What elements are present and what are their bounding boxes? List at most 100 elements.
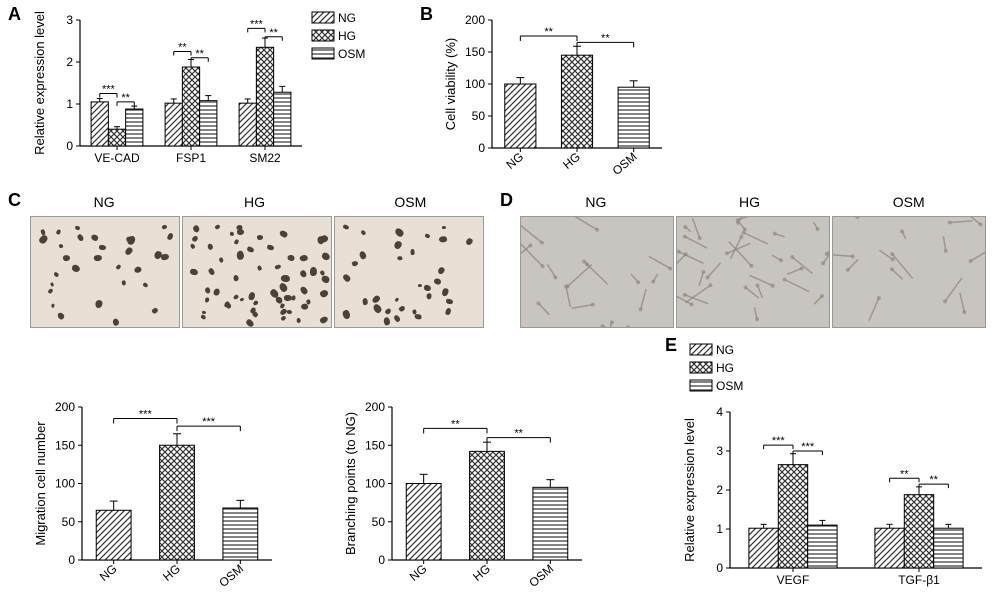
- panel-d-img-label: OSM: [893, 194, 925, 210]
- panel-c-img-label: OSM: [394, 194, 426, 210]
- bar: [165, 103, 182, 146]
- svg-text:Branching points (to NG): Branching points (to NG): [343, 412, 358, 555]
- microscopy-image: [30, 216, 180, 328]
- svg-text:3: 3: [66, 13, 73, 27]
- svg-text:3: 3: [716, 444, 723, 458]
- svg-text:**: **: [601, 32, 610, 44]
- svg-text:***: ***: [801, 441, 815, 453]
- svg-text:**: **: [451, 418, 460, 430]
- svg-text:FSP1: FSP1: [176, 151, 206, 165]
- panel-d-img-label: NG: [585, 194, 606, 210]
- bar: [108, 129, 125, 146]
- svg-text:0: 0: [68, 553, 75, 567]
- panel-c-chart: 050100150200Migration cell numberNGHGOSM…: [30, 395, 280, 600]
- microscopy-image: [676, 216, 830, 328]
- microscopy-image: [334, 216, 484, 328]
- legend-swatch: [690, 344, 712, 355]
- svg-text:OSM: OSM: [216, 562, 246, 590]
- svg-text:150: 150: [55, 438, 75, 452]
- svg-text:SM22: SM22: [249, 151, 281, 165]
- panel-c-images: NG HG OSM: [30, 194, 490, 328]
- panel-a-label: A: [8, 4, 21, 24]
- bar: [904, 495, 933, 568]
- svg-text:**: **: [178, 42, 187, 54]
- svg-text:NG: NG: [97, 562, 120, 584]
- microscopy-image: [832, 216, 986, 328]
- panel-c-img-label: HG: [244, 194, 265, 210]
- bar: [256, 47, 273, 146]
- svg-text:TGF-β1: TGF-β1: [898, 573, 940, 587]
- svg-text:***: ***: [202, 416, 216, 428]
- svg-text:150: 150: [465, 45, 485, 59]
- panel-c-label: C: [8, 190, 21, 210]
- svg-text:100: 100: [365, 477, 385, 491]
- svg-text:2: 2: [716, 483, 723, 497]
- legend-a: NG HG OSM: [310, 8, 400, 68]
- legend-label: NG: [716, 343, 734, 357]
- bar: [223, 508, 258, 560]
- bar: [274, 92, 291, 146]
- panel-b-chart: 050100150200Cell viability (%)NGHGOSM***…: [440, 8, 670, 188]
- svg-text:200: 200: [465, 13, 485, 27]
- svg-text:**: **: [544, 26, 553, 38]
- panel-e-label: E: [665, 335, 677, 355]
- legend-swatch: [312, 30, 334, 41]
- svg-text:***: ***: [102, 84, 116, 96]
- svg-text:0: 0: [478, 141, 485, 155]
- bar: [96, 510, 131, 560]
- panel-c-img-label: NG: [94, 194, 115, 210]
- bar: [182, 67, 199, 146]
- svg-text:VE-CAD: VE-CAD: [94, 151, 140, 165]
- svg-text:**: **: [121, 92, 130, 104]
- legend-swatch: [690, 362, 712, 373]
- svg-text:***: ***: [772, 435, 786, 447]
- bar: [934, 528, 963, 568]
- panel-e-chart: 01234Relative expression levelVEGFTGF-β1…: [680, 400, 990, 600]
- svg-text:150: 150: [365, 438, 385, 452]
- svg-text:**: **: [929, 474, 938, 486]
- svg-text:***: ***: [139, 408, 153, 420]
- svg-text:OSM: OSM: [610, 150, 640, 178]
- bar: [618, 87, 649, 148]
- svg-text:Relative expression level: Relative expression level: [682, 418, 697, 562]
- svg-text:50: 50: [472, 109, 486, 123]
- microscopy-image: [182, 216, 332, 328]
- legend-label: NG: [338, 11, 356, 25]
- svg-text:50: 50: [372, 515, 386, 529]
- legend-e: NG HG OSM: [688, 340, 778, 396]
- panel-d-label: D: [500, 190, 513, 210]
- svg-text:50: 50: [62, 515, 76, 529]
- svg-text:0: 0: [378, 553, 385, 567]
- svg-text:OSM: OSM: [526, 562, 556, 590]
- legend-label: HG: [716, 361, 734, 375]
- bar: [505, 84, 536, 148]
- bar: [91, 102, 108, 146]
- bar: [406, 484, 441, 561]
- panel-b-label: B: [420, 4, 433, 24]
- bar: [561, 55, 592, 148]
- bar: [749, 528, 778, 568]
- svg-text:2: 2: [66, 55, 73, 69]
- svg-text:**: **: [900, 468, 909, 480]
- legend-label: OSM: [338, 47, 365, 61]
- svg-text:Relative expression level: Relative expression level: [32, 11, 47, 155]
- svg-text:**: **: [195, 48, 204, 60]
- svg-text:200: 200: [55, 400, 75, 414]
- svg-text:0: 0: [716, 561, 723, 575]
- svg-text:Cell viability (%): Cell viability (%): [443, 38, 458, 130]
- svg-text:100: 100: [465, 77, 485, 91]
- legend-label: OSM: [716, 379, 743, 393]
- panel-d-chart: 050100150200Branching points (to NG)NGHG…: [340, 395, 590, 600]
- panel-d-img-label: HG: [739, 194, 760, 210]
- bar: [239, 103, 256, 146]
- legend-label: HG: [338, 29, 356, 43]
- panel-a-chart: 0123Relative expression levelVE-CADFSP1S…: [30, 8, 340, 178]
- svg-text:1: 1: [66, 97, 73, 111]
- svg-text:VEGF: VEGF: [777, 573, 810, 587]
- bar: [875, 528, 904, 568]
- svg-text:100: 100: [55, 477, 75, 491]
- svg-text:HG: HG: [160, 562, 183, 584]
- svg-text:***: ***: [250, 18, 264, 30]
- bar: [470, 451, 505, 560]
- bar: [533, 487, 568, 560]
